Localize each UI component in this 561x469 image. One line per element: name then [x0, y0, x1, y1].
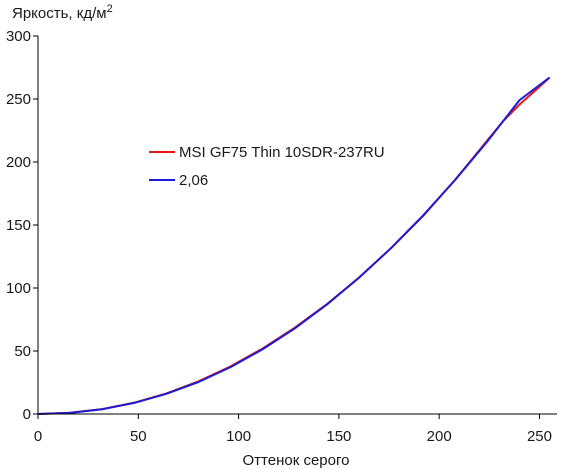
- y-tick-label: 200: [6, 154, 31, 171]
- legend-label-1: MSI GF75 Thin 10SDR-237RU: [179, 144, 385, 161]
- series-line-2: [37, 76, 551, 415]
- series-line-1: [37, 76, 551, 415]
- x-axis-title: Оттенок серого: [243, 452, 350, 469]
- legend-label-2: 2,06: [179, 172, 208, 189]
- x-tick-label: 0: [34, 428, 42, 445]
- legend: MSI GF75 Thin 10SDR-237RU 2,06: [149, 144, 385, 189]
- ticks-layer: 0 50 100 150 200 250 300 0 50 100 150 200 250: [6, 28, 552, 445]
- x-tick-label: 200: [427, 428, 452, 445]
- y-tick-label: 300: [6, 28, 31, 45]
- x-tick-label: 100: [226, 428, 251, 445]
- y-axis-title-text: Яркость, кд/м: [12, 5, 107, 22]
- y-tick-label: 250: [6, 91, 31, 108]
- y-tick-label: 150: [6, 217, 31, 234]
- y-tick-label: 100: [6, 280, 31, 297]
- axes-layer: [37, 36, 557, 415]
- x-tick-label: 250: [527, 428, 552, 445]
- y-tick-label: 50: [14, 343, 31, 360]
- y-axis-title-superscript: 2: [107, 3, 113, 15]
- y-axis-title: Яркость, кд/м2: [12, 3, 113, 22]
- x-tick-label: 150: [326, 428, 351, 445]
- x-tick-label: 50: [130, 428, 147, 445]
- y-tick-label: 0: [23, 406, 31, 423]
- lines-layer: [37, 76, 551, 415]
